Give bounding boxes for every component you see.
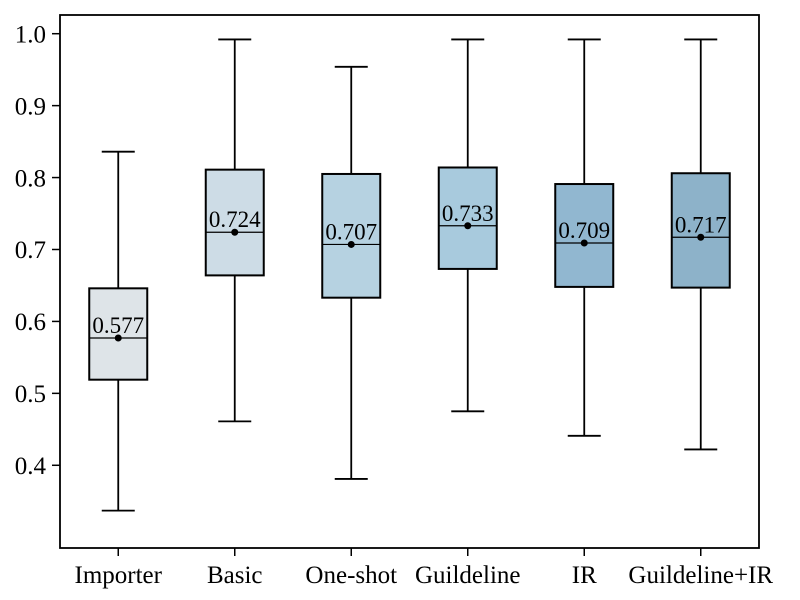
mean-value-label: 0.709 bbox=[558, 218, 610, 243]
mean-value-label: 0.733 bbox=[442, 201, 494, 226]
iqr-box bbox=[437, 166, 498, 270]
mean-dot bbox=[347, 240, 355, 248]
y-axis-tick-label: 1.0 bbox=[15, 21, 46, 48]
x-axis-category-label: Guildeline bbox=[415, 562, 521, 589]
mean-dot bbox=[697, 233, 705, 241]
y-axis-tick-label: 0.8 bbox=[15, 165, 46, 192]
x-axis-category-label: One-shot bbox=[305, 562, 397, 589]
y-axis-tick-label: 0.7 bbox=[15, 237, 46, 264]
iqr-box bbox=[554, 183, 615, 288]
mean-dot bbox=[464, 222, 472, 230]
x-axis-category-label: Guildeline+IR bbox=[628, 562, 773, 589]
mean-value-label: 0.724 bbox=[209, 207, 261, 232]
y-axis-tick-label: 0.4 bbox=[15, 453, 47, 480]
x-axis-category-label: IR bbox=[572, 562, 597, 589]
iqr-box bbox=[321, 172, 382, 299]
mean-value-label: 0.707 bbox=[325, 219, 377, 244]
iqr-box bbox=[204, 168, 265, 277]
mean-value-label: 0.577 bbox=[92, 313, 144, 338]
y-axis-tick-label: 0.9 bbox=[15, 93, 46, 120]
mean-dot bbox=[114, 334, 122, 342]
plot-border bbox=[59, 14, 760, 549]
y-axis-tick-label: 0.5 bbox=[15, 381, 46, 408]
iqr-box bbox=[670, 172, 731, 289]
mean-dot bbox=[231, 228, 239, 236]
y-axis-tick-label: 0.6 bbox=[15, 309, 46, 336]
mean-value-label: 0.717 bbox=[675, 212, 727, 237]
x-axis-category-label: Basic bbox=[207, 562, 263, 589]
iqr-box bbox=[88, 287, 149, 381]
x-axis-category-label: Importer bbox=[75, 562, 163, 589]
mean-dot bbox=[580, 239, 588, 247]
